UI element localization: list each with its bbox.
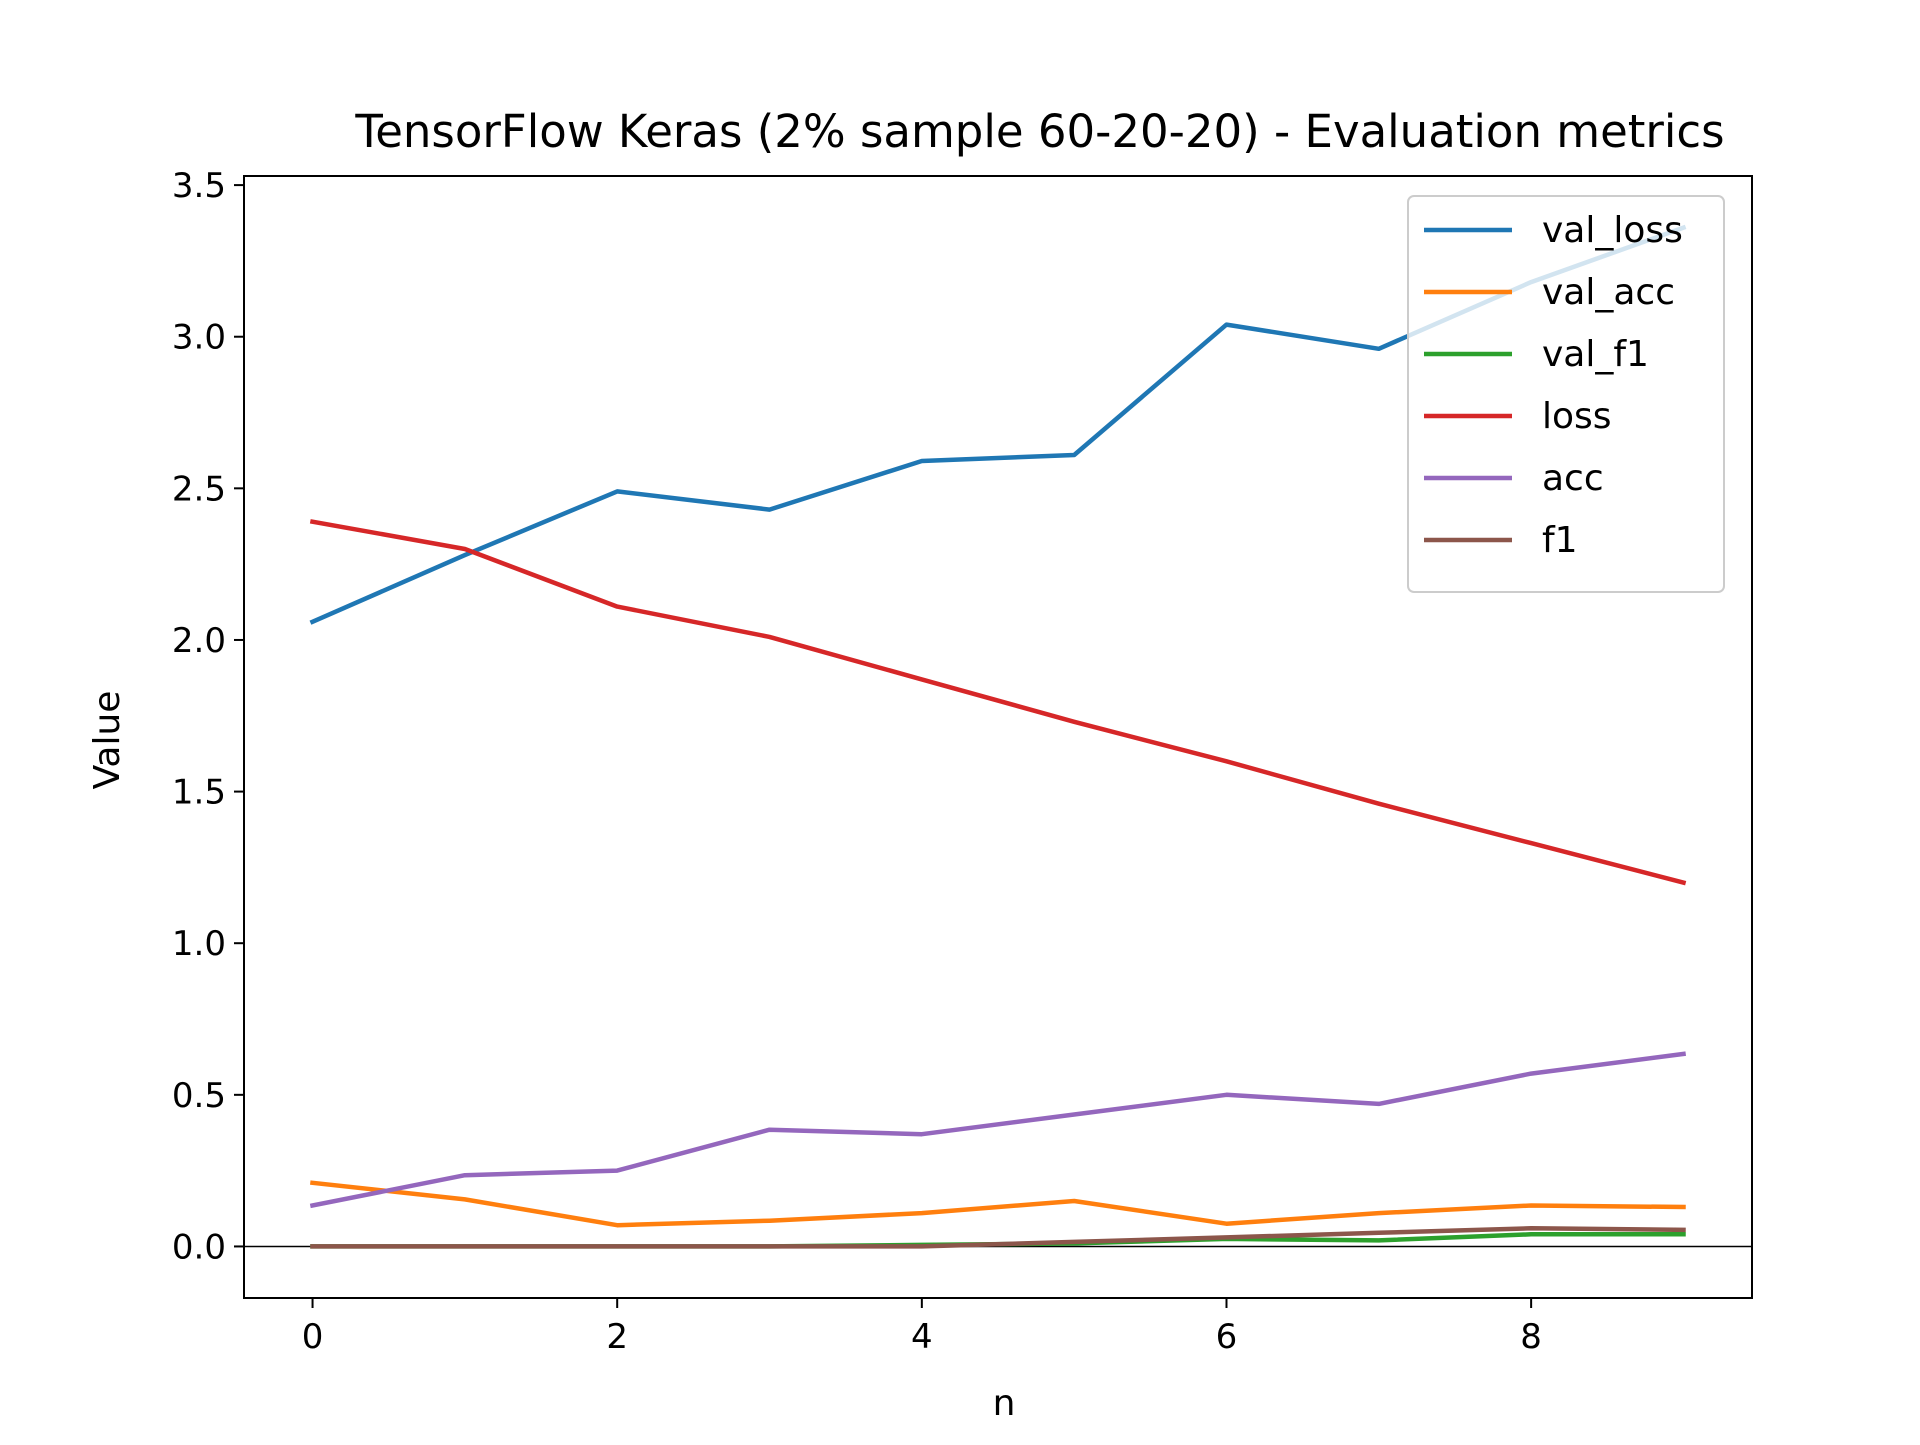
plot-frame (243, 175, 1753, 1299)
y-tick-label: 3.5 (172, 166, 226, 206)
x-tick-label: 4 (911, 1317, 933, 1357)
series-line-val_acc (310, 1180, 1686, 1228)
legend-label-val_f1: val_f1 (1542, 334, 1649, 375)
y-tick-label: 3.0 (172, 318, 226, 358)
legend-box (1407, 195, 1725, 593)
plot-area: 0 2 4 6 80.00.51.01.52.02.53.03.5val_lossval… (172, 166, 1753, 1357)
legend-label-loss: loss (1542, 396, 1612, 437)
y-tick-label: 0.5 (172, 1076, 226, 1116)
series-line-f1 (310, 1226, 1686, 1249)
y-tick-label: 2.5 (172, 469, 226, 509)
y-tick-label: 0.0 (172, 1227, 226, 1267)
series-line-loss (309, 519, 1687, 886)
y-tick-label: 1.0 (172, 924, 226, 964)
legend-label-val_loss: val_loss (1542, 210, 1683, 251)
y-axis-label: Value (87, 691, 128, 790)
legend-label-acc: acc (1542, 458, 1604, 499)
x-tick-label: 6 (1216, 1317, 1238, 1357)
x-axis-label: n (993, 1383, 1016, 1424)
y-tick-label: 2.0 (172, 621, 226, 661)
x-tick-label: 2 (606, 1317, 628, 1357)
series-line-acc (309, 1051, 1687, 1209)
y-tick-label: 1.5 (172, 773, 226, 813)
legend-label-f1: f1 (1542, 520, 1578, 561)
x-tick-label: 8 (1520, 1317, 1542, 1357)
chart-title: TensorFlow Keras (2% sample 60-20-20) - … (354, 105, 1724, 158)
x-tick-label: 0 (302, 1317, 324, 1357)
legend-label-val_acc: val_acc (1542, 272, 1675, 313)
